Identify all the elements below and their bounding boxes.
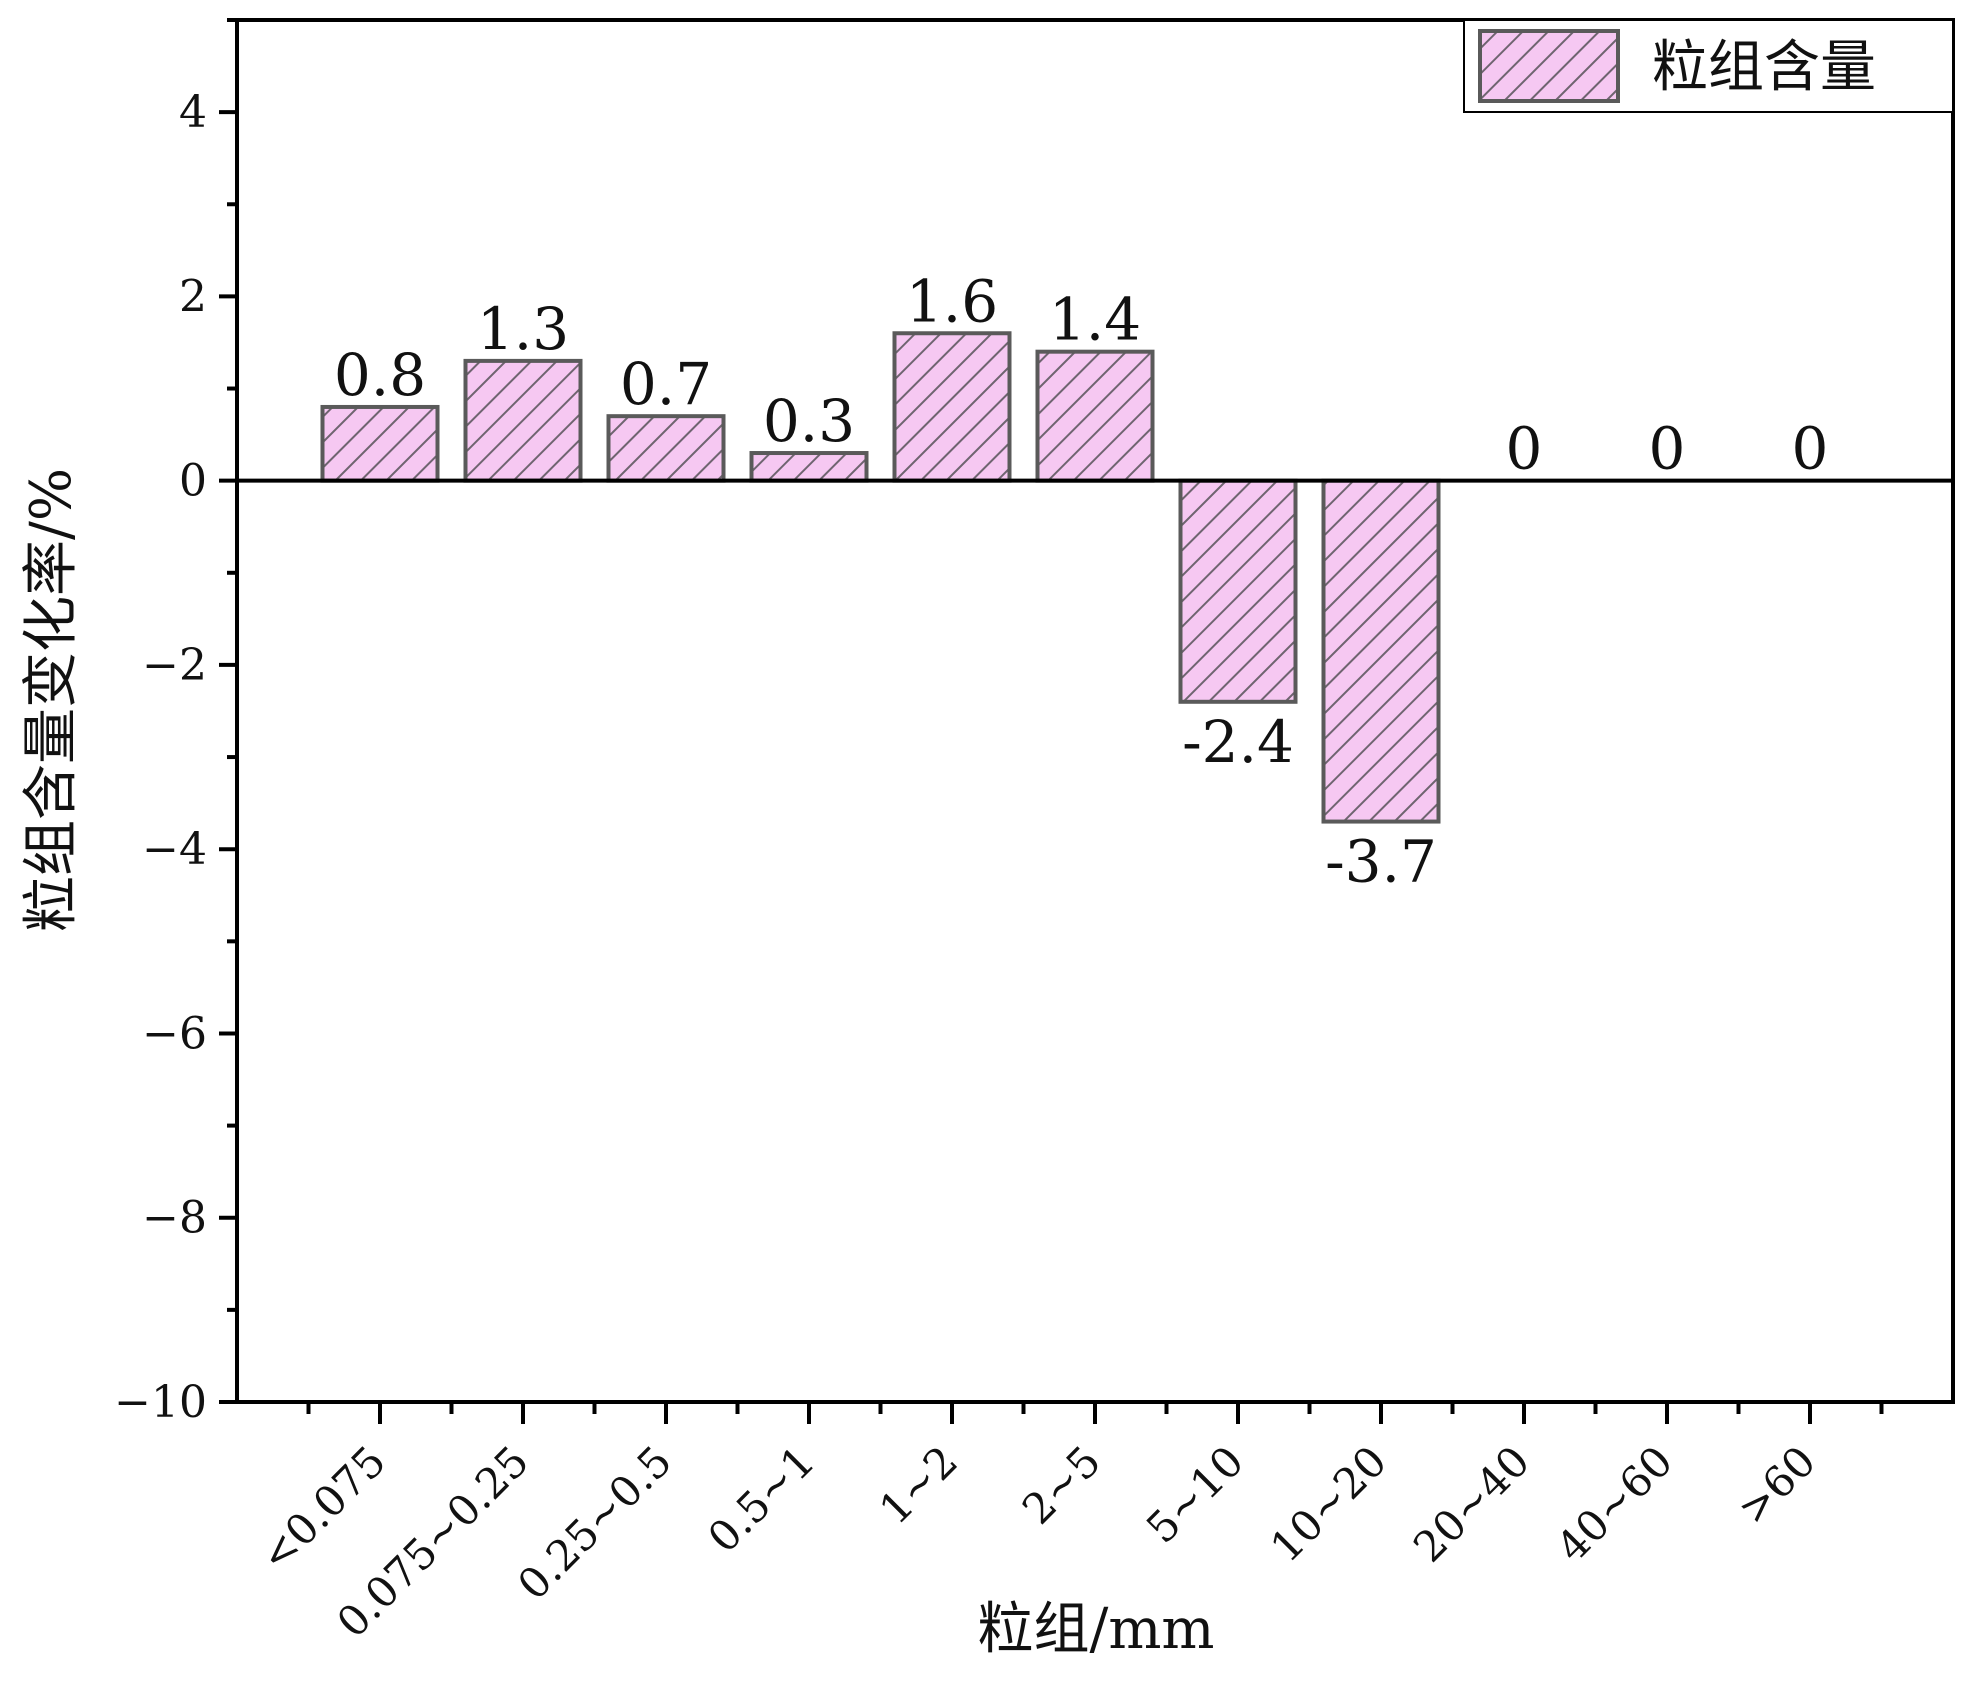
data-label-4: 1.6 <box>906 267 998 335</box>
data-label-3: 0.3 <box>763 387 855 455</box>
bar-2 <box>606 414 726 483</box>
x-tick-label: 0.25~0.5 <box>508 1436 681 1609</box>
x-tick-label: 0.5~1 <box>698 1436 824 1562</box>
bar-5 <box>1035 349 1155 483</box>
data-label-6: -2.4 <box>1182 708 1294 776</box>
data-label-5: 1.4 <box>1049 286 1141 354</box>
data-label-10: 0 <box>1792 415 1829 483</box>
x-tick-label: 1~2 <box>870 1436 967 1533</box>
legend: 粒组含量 <box>1463 19 1954 113</box>
plot-frame <box>235 18 1955 1404</box>
y-tick-label: 4 <box>179 87 207 138</box>
x-tick-label: >60 <box>1728 1436 1825 1533</box>
x-tick-label: 5~10 <box>1137 1436 1253 1552</box>
data-label-1: 1.3 <box>477 295 569 363</box>
data-label-0: 0.8 <box>334 341 426 409</box>
x-tick-label: 40~60 <box>1547 1436 1682 1571</box>
y-tick-label: −6 <box>142 1008 207 1059</box>
legend-label: 粒组含量 <box>1652 35 1876 100</box>
y-tick-label: 2 <box>179 271 207 322</box>
y-tick-label: −2 <box>142 640 207 691</box>
bar-3 <box>749 451 869 483</box>
y-tick-label: −4 <box>142 824 207 875</box>
data-label-8: 0 <box>1506 415 1543 483</box>
y-axis-title: 粒组含量变化率/% <box>19 468 84 932</box>
data-label-2: 0.7 <box>620 350 712 418</box>
bar-0 <box>320 404 440 483</box>
bar-1 <box>463 358 583 483</box>
x-axis-title: 粒组/mm <box>977 1597 1214 1662</box>
data-label-7: -3.7 <box>1325 828 1437 896</box>
bar-7 <box>1321 478 1441 824</box>
x-tick-label: 2~5 <box>1013 1436 1110 1533</box>
bar-4 <box>892 331 1012 483</box>
legend-swatch <box>1478 29 1620 103</box>
y-tick-label: −10 <box>114 1377 207 1428</box>
y-tick-label: −8 <box>142 1193 207 1244</box>
x-tick-label: <0.075 <box>251 1436 396 1581</box>
data-label-9: 0 <box>1649 415 1686 483</box>
x-tick-label: 20~40 <box>1404 1436 1539 1571</box>
x-tick-label: 10~20 <box>1261 1436 1396 1571</box>
y-tick-label: 0 <box>179 456 207 507</box>
bar-6 <box>1178 478 1298 704</box>
